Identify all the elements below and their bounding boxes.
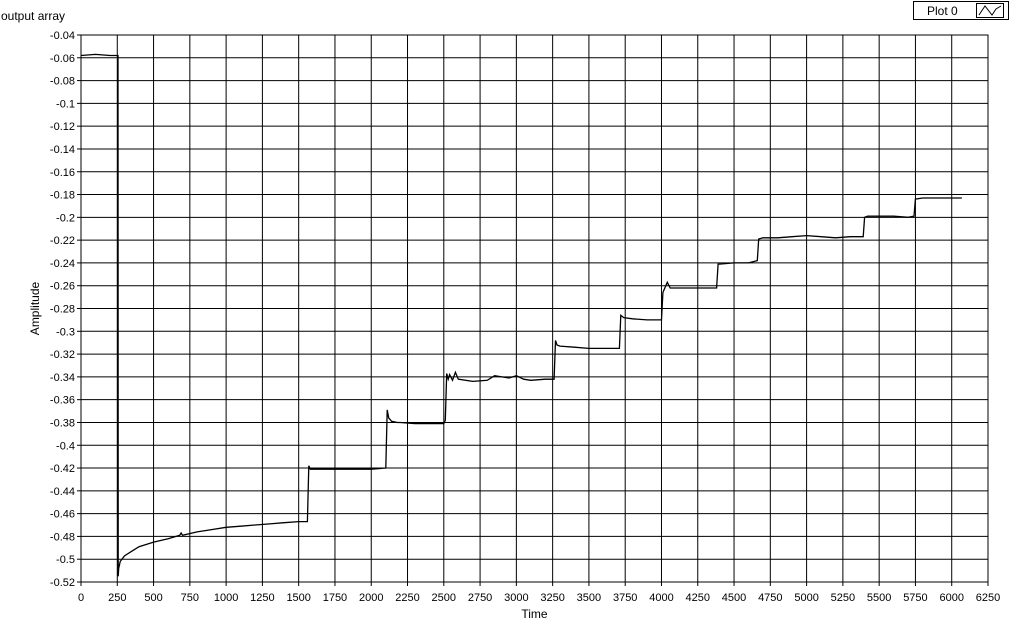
x-tick-label: 5000 xyxy=(794,592,818,604)
plot-series xyxy=(80,53,962,577)
x-tick-label: 2000 xyxy=(359,592,383,604)
x-tick-label: 3250 xyxy=(540,592,564,604)
x-tick-label: 5250 xyxy=(831,592,855,604)
x-tick-label: 2750 xyxy=(468,592,492,604)
y-tick-label: -0.52 xyxy=(50,577,75,589)
x-tick-label: 5750 xyxy=(903,592,927,604)
y-tick-label: -0.38 xyxy=(50,417,75,429)
y-tick-label: -0.04 xyxy=(50,30,75,42)
x-tick-label: 3000 xyxy=(504,592,528,604)
x-tick-label: 3750 xyxy=(613,592,637,604)
x-tick-label: 4750 xyxy=(758,592,782,604)
y-tick-label: -0.06 xyxy=(50,53,75,65)
x-tick-label: 3500 xyxy=(577,592,601,604)
y-tick-label: -0.4 xyxy=(56,440,75,452)
plot-frame xyxy=(80,34,989,583)
plot-legend[interactable]: Plot 0 xyxy=(913,1,1009,20)
tick-labels: 0 250 500 750 1000 1250 1500 1750 2000 2250 2500 27… xyxy=(50,30,1000,604)
y-tick-label: -0.1 xyxy=(56,98,75,110)
y-tick-label: -0.5 xyxy=(56,554,75,566)
x-tick-label: 1000 xyxy=(214,592,238,604)
y-tick-label: -0.2 xyxy=(56,212,75,224)
x-tick-label: 4000 xyxy=(649,592,673,604)
legend-plot-name: Plot 0 xyxy=(927,3,958,18)
x-tick-label: 6000 xyxy=(939,592,963,604)
x-tick-label: 4250 xyxy=(686,592,710,604)
y-tick-label: -0.12 xyxy=(50,121,75,133)
y-tick-label: -0.26 xyxy=(50,281,75,293)
graph-label: output array xyxy=(1,9,66,23)
y-tick-label: -0.24 xyxy=(50,258,75,270)
series-line-0 xyxy=(80,53,962,577)
line-style-icon[interactable] xyxy=(976,3,1004,18)
y-tick-label: -0.28 xyxy=(50,304,75,316)
y-tick-label: -0.32 xyxy=(50,349,75,361)
plot-grid xyxy=(80,34,989,583)
y-tick-label: -0.48 xyxy=(50,531,75,543)
y-tick-label: -0.34 xyxy=(50,372,75,384)
y-tick-label: -0.22 xyxy=(50,235,75,247)
y-tick-label: -0.3 xyxy=(56,326,75,338)
y-tick-label: -0.42 xyxy=(50,463,75,475)
x-tick-label: 5500 xyxy=(867,592,891,604)
y-tick-label: -0.36 xyxy=(50,395,75,407)
x-tick-label: 1250 xyxy=(250,592,274,604)
x-tick-label: 2500 xyxy=(432,592,456,604)
x-tick-label: 500 xyxy=(144,592,162,604)
x-axis-title: Time xyxy=(521,607,548,621)
x-tick-label: 1500 xyxy=(286,592,310,604)
y-tick-label: -0.16 xyxy=(50,167,75,179)
plot-axes xyxy=(77,34,989,586)
x-tick-label: 0 xyxy=(78,592,84,604)
y-axis-title: Amplitude xyxy=(28,282,42,336)
y-tick-label: -0.44 xyxy=(50,486,75,498)
y-tick-label: -0.18 xyxy=(50,190,75,202)
y-tick-label: -0.08 xyxy=(50,76,75,88)
y-tick-label: -0.46 xyxy=(50,509,75,521)
x-tick-label: 250 xyxy=(108,592,126,604)
x-tick-label: 1750 xyxy=(323,592,347,604)
x-tick-label: 750 xyxy=(181,592,199,604)
y-tick-label: -0.14 xyxy=(50,144,75,156)
x-tick-label: 6250 xyxy=(976,592,1000,604)
x-tick-label: 2250 xyxy=(395,592,419,604)
x-tick-label: 4500 xyxy=(722,592,746,604)
